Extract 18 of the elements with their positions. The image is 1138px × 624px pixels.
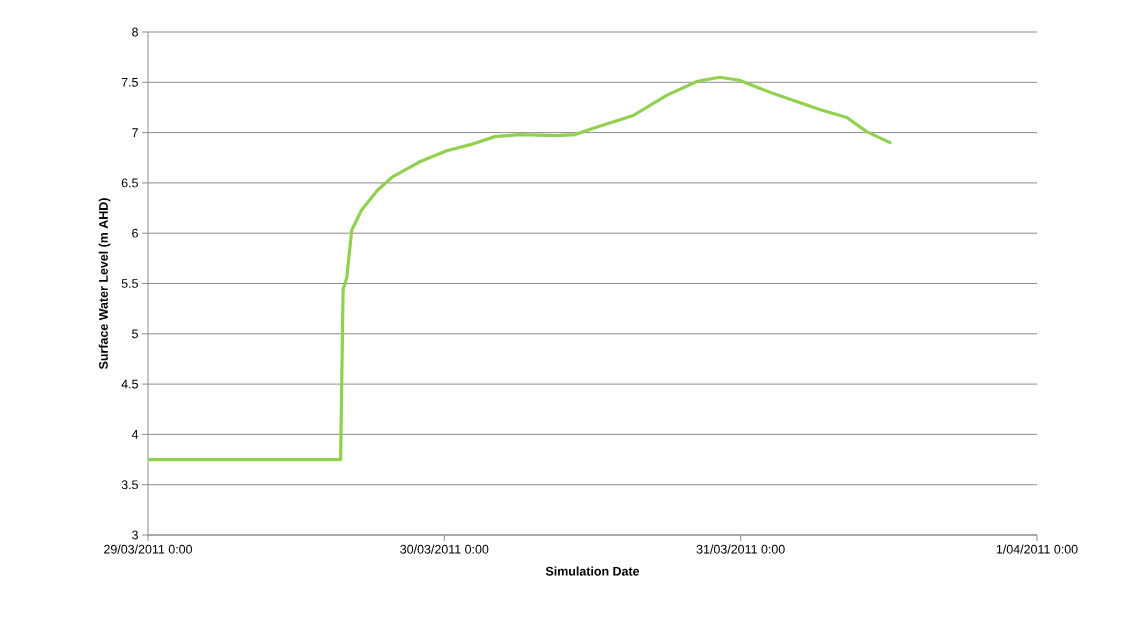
y-tick-label: 8 [132,27,138,37]
x-tick-label: 1/04/2011 0:00 [996,544,1078,554]
y-tick-label: 4 [131,430,139,439]
y-tick-label: 7.5 [121,77,138,87]
x-axis-title: Simulation Date [545,566,640,576]
y-tick-label: 6 [132,228,138,238]
x-tick-label: 30/03/2011 0:00 [400,544,489,554]
y-tick-label: 4.5 [121,379,138,389]
y-tick-label: 7 [132,128,138,137]
x-tick-label: 29/03/2011 0:00 [104,544,193,554]
line-series [148,75,892,462]
y-tick-label: 3 [132,530,138,540]
y-tick-label: 5 [132,329,138,339]
y-tick-label: 5.5 [121,279,138,288]
y-axis-title: Surface Water Level (m AHD) [98,198,111,370]
y-tick-label: 6.5 [121,178,138,188]
y-tick-label: 3.5 [121,480,138,490]
x-tick-label: 31/03/2011 0:00 [696,544,785,554]
